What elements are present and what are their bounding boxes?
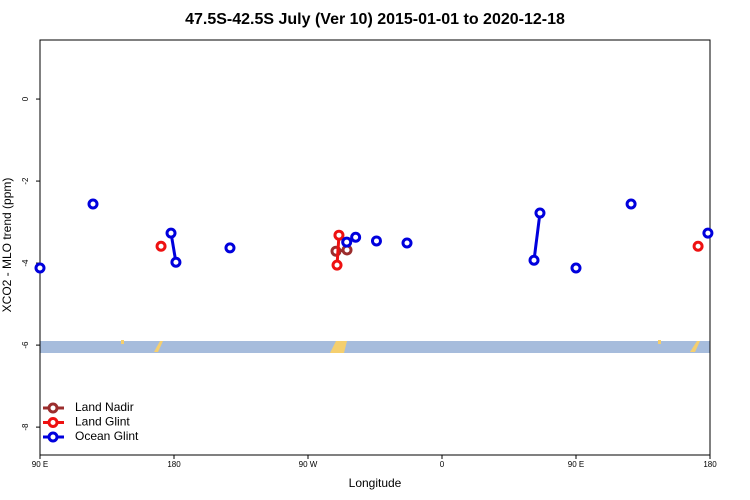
point <box>87 198 99 210</box>
x-tick-label: 0 <box>440 460 445 469</box>
legend-label: Land Glint <box>75 415 130 429</box>
point <box>224 242 236 254</box>
point <box>165 227 177 239</box>
legend-marker <box>47 431 59 443</box>
land-ocean-strip <box>40 341 710 353</box>
point <box>702 227 714 239</box>
point <box>155 240 167 252</box>
point <box>534 207 546 219</box>
legend-label: Ocean Glint <box>75 429 139 443</box>
x-tick-label: 90 E <box>568 460 584 469</box>
y-tick-label: -8 <box>21 423 30 431</box>
y-tick-label: 0 <box>21 96 30 101</box>
x-axis-label: Longitude <box>349 476 402 490</box>
point <box>333 229 345 241</box>
point <box>331 259 343 271</box>
point <box>401 237 413 249</box>
x-tick-label: 180 <box>167 460 181 469</box>
x-tick-label: 90 W <box>299 460 318 469</box>
plot-frame <box>39 39 711 456</box>
y-axis-label: XCO2 - MLO trend (ppm) <box>0 178 14 313</box>
x-tick-label: 90 E <box>32 460 48 469</box>
legend-label: Land Nadir <box>75 400 134 414</box>
y-tick-label: -2 <box>21 177 30 185</box>
point <box>34 262 46 274</box>
point <box>341 236 353 248</box>
y-tick-label: -4 <box>21 259 30 267</box>
series-line <box>532 212 542 261</box>
land-marks <box>121 340 700 353</box>
point <box>528 254 540 266</box>
point <box>570 262 582 274</box>
y-tick-label: -6 <box>21 341 30 349</box>
point <box>692 240 704 252</box>
point <box>370 235 382 247</box>
x-tick-label: 180 <box>703 460 717 469</box>
point <box>625 198 637 210</box>
legend-marker <box>47 402 59 414</box>
point <box>170 256 182 268</box>
legend-marker <box>47 417 59 428</box>
chart-title: 47.5S-42.5S July (Ver 10) 2015-01-01 to … <box>185 11 565 28</box>
point <box>350 231 362 243</box>
